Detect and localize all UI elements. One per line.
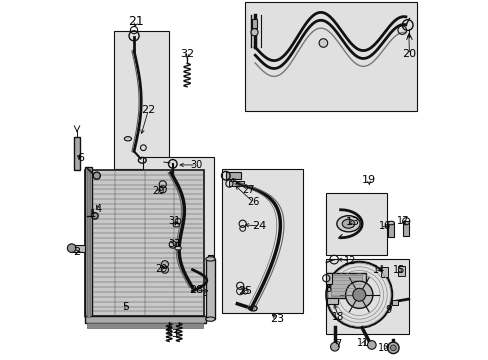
Bar bbox=[387, 223, 394, 237]
Text: 25: 25 bbox=[238, 286, 252, 296]
Text: 26: 26 bbox=[247, 197, 259, 207]
Bar bbox=[72, 244, 85, 252]
Text: 2: 2 bbox=[73, 247, 80, 257]
Ellipse shape bbox=[175, 246, 181, 250]
Ellipse shape bbox=[342, 219, 354, 228]
Ellipse shape bbox=[173, 223, 179, 227]
Text: 21: 21 bbox=[128, 15, 144, 28]
Bar bbox=[325, 259, 408, 334]
Text: 18: 18 bbox=[332, 312, 344, 322]
Text: 24: 24 bbox=[252, 221, 266, 231]
Text: 29: 29 bbox=[152, 186, 164, 196]
Bar bbox=[85, 167, 92, 318]
Bar bbox=[381, 267, 387, 277]
Text: 3: 3 bbox=[171, 329, 177, 339]
Text: 9: 9 bbox=[384, 305, 390, 315]
Ellipse shape bbox=[387, 221, 394, 225]
Text: 22: 22 bbox=[141, 105, 155, 115]
Circle shape bbox=[67, 244, 76, 252]
Circle shape bbox=[330, 342, 339, 351]
Circle shape bbox=[389, 345, 395, 351]
Circle shape bbox=[387, 342, 398, 354]
Circle shape bbox=[92, 213, 98, 219]
Text: 5: 5 bbox=[122, 302, 129, 312]
Text: 20: 20 bbox=[402, 49, 416, 59]
Circle shape bbox=[319, 39, 327, 47]
Text: 19: 19 bbox=[362, 175, 376, 185]
Circle shape bbox=[93, 172, 100, 179]
Text: 16: 16 bbox=[378, 221, 390, 231]
Bar bbox=[222, 168, 302, 313]
Text: 27: 27 bbox=[242, 185, 254, 195]
Bar bbox=[143, 157, 214, 295]
Text: 8: 8 bbox=[325, 284, 331, 294]
Circle shape bbox=[345, 281, 372, 309]
Text: 15: 15 bbox=[392, 265, 405, 275]
Bar bbox=[86, 168, 89, 317]
Bar bbox=[225, 172, 241, 179]
Text: 14: 14 bbox=[372, 265, 385, 275]
Text: 10: 10 bbox=[377, 343, 389, 353]
Bar bbox=[252, 19, 257, 28]
Circle shape bbox=[367, 341, 375, 349]
Text: 12: 12 bbox=[344, 256, 356, 266]
Bar bbox=[402, 221, 408, 235]
Text: 17: 17 bbox=[396, 216, 408, 226]
Bar bbox=[205, 259, 215, 319]
Ellipse shape bbox=[336, 216, 360, 232]
Text: 1: 1 bbox=[90, 209, 96, 219]
Text: 31: 31 bbox=[168, 216, 181, 226]
Bar bbox=[85, 316, 205, 323]
Ellipse shape bbox=[205, 317, 215, 321]
Bar bbox=[325, 193, 386, 255]
Text: 33: 33 bbox=[168, 239, 181, 249]
Ellipse shape bbox=[205, 257, 215, 261]
Bar bbox=[326, 298, 337, 304]
Text: 29: 29 bbox=[155, 264, 167, 274]
Bar bbox=[325, 273, 332, 284]
Ellipse shape bbox=[124, 136, 131, 141]
Text: 11: 11 bbox=[357, 338, 369, 348]
Circle shape bbox=[352, 288, 365, 301]
Bar bbox=[244, 3, 416, 111]
Bar bbox=[207, 255, 212, 259]
Text: 32: 32 bbox=[180, 49, 194, 59]
Bar bbox=[326, 273, 366, 298]
Bar bbox=[87, 323, 203, 328]
Text: 4: 4 bbox=[95, 204, 101, 214]
Text: 23: 23 bbox=[270, 314, 284, 324]
Text: 30: 30 bbox=[189, 160, 202, 170]
Bar bbox=[74, 137, 80, 170]
Text: 7: 7 bbox=[335, 339, 341, 349]
Bar bbox=[330, 275, 362, 296]
Text: 6: 6 bbox=[166, 325, 172, 336]
Circle shape bbox=[325, 262, 391, 328]
Bar bbox=[391, 300, 397, 305]
Circle shape bbox=[250, 29, 258, 36]
Text: 13: 13 bbox=[345, 217, 359, 227]
Bar bbox=[397, 266, 405, 276]
Bar bbox=[229, 181, 244, 186]
Bar bbox=[85, 170, 204, 316]
Text: 6: 6 bbox=[77, 153, 83, 163]
Text: 28: 28 bbox=[188, 285, 203, 296]
Bar bbox=[113, 31, 169, 169]
